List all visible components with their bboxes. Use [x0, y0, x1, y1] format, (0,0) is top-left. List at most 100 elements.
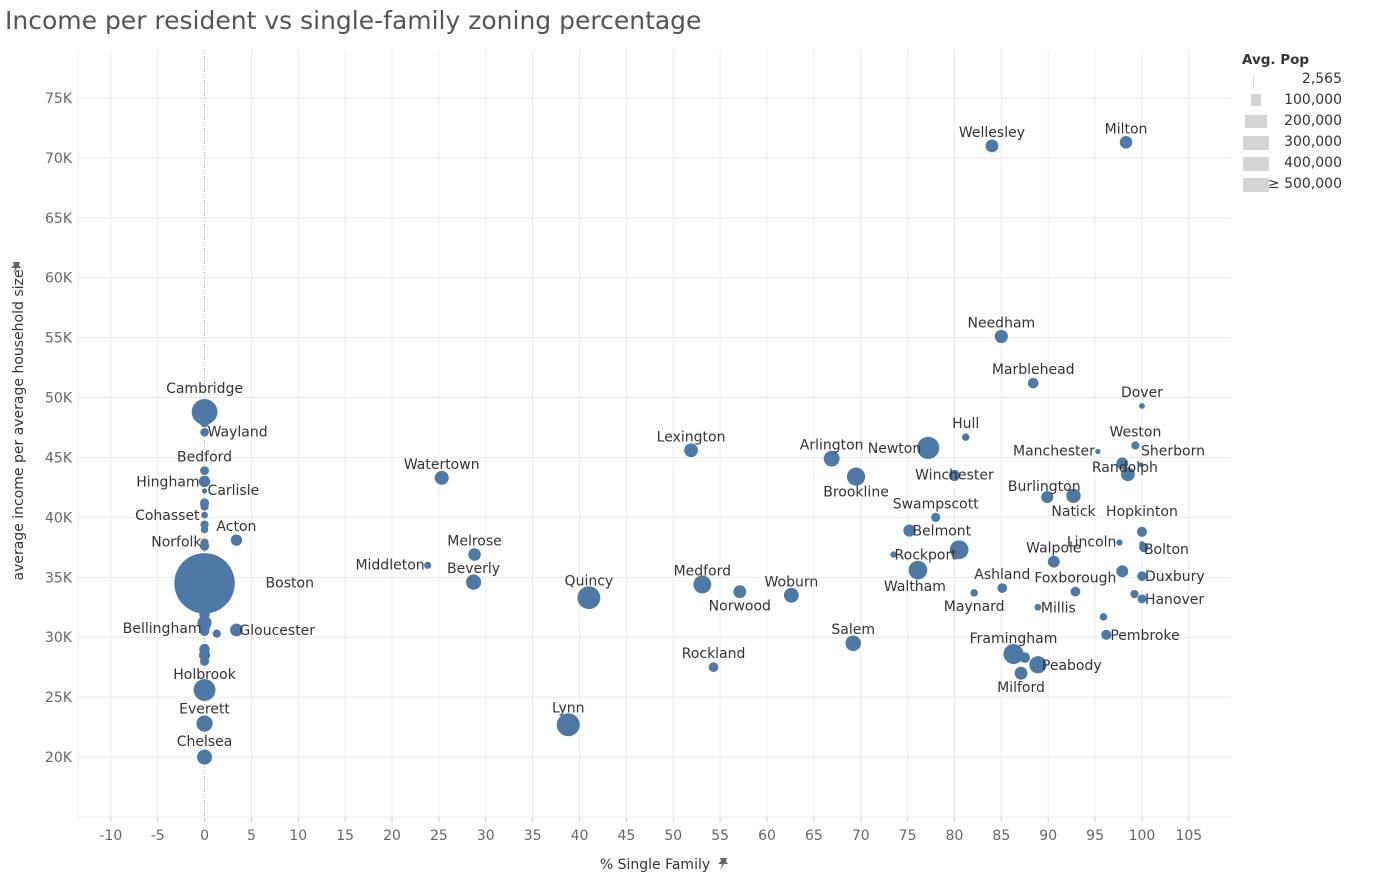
data-point[interactable] [434, 470, 449, 485]
data-point[interactable] [230, 623, 243, 637]
data-point[interactable] [1139, 403, 1145, 409]
legend-item[interactable]: 100,000 [1242, 91, 1372, 112]
legend-item[interactable]: ≥ 500,000 [1242, 175, 1372, 196]
data-point[interactable] [1116, 539, 1123, 546]
data-point[interactable] [201, 511, 208, 519]
data-point[interactable] [997, 583, 1008, 593]
data-point[interactable] [1137, 571, 1147, 581]
data-point[interactable] [1116, 457, 1129, 470]
data-point[interactable] [985, 139, 999, 153]
data-point[interactable] [1003, 643, 1024, 665]
x-tick-label: 65 [805, 828, 823, 844]
data-point[interactable] [903, 524, 916, 537]
y-axis-pin-icon[interactable] [11, 262, 21, 274]
point-label: Duxbury [1145, 569, 1205, 585]
point-label: Hull [952, 416, 979, 432]
data-point[interactable] [961, 433, 970, 441]
data-point[interactable] [1066, 488, 1081, 503]
data-point[interactable] [1014, 666, 1028, 680]
data-point[interactable] [1101, 629, 1112, 640]
data-point[interactable] [200, 538, 209, 547]
data-point[interactable] [1099, 613, 1108, 621]
data-point[interactable] [577, 586, 601, 610]
legend-item[interactable]: 400,000 [1242, 154, 1372, 175]
data-point[interactable] [1131, 441, 1140, 450]
data-point[interactable] [693, 575, 712, 594]
point-label: Cambridge [166, 381, 243, 397]
data-point[interactable] [846, 467, 866, 486]
data-point[interactable] [200, 428, 209, 437]
data-point[interactable] [230, 534, 243, 546]
x-axis-pin-icon[interactable] [718, 858, 728, 870]
data-point[interactable] [424, 561, 432, 569]
data-point[interactable] [1095, 448, 1101, 455]
data-point[interactable] [733, 585, 747, 599]
data-point[interactable] [200, 502, 209, 511]
data-point[interactable] [201, 488, 208, 494]
data-point[interactable] [1116, 565, 1129, 578]
data-point[interactable] [1034, 603, 1042, 611]
data-point[interactable] [845, 635, 862, 652]
legend-item[interactable]: 200,000 [1242, 112, 1372, 133]
data-point[interactable] [931, 512, 941, 522]
data-point[interactable] [174, 553, 235, 614]
data-point[interactable] [708, 662, 719, 673]
data-point[interactable] [949, 540, 969, 560]
data-point[interactable] [1019, 652, 1031, 663]
point-label: Bolton [1144, 542, 1189, 558]
data-point[interactable] [917, 436, 940, 460]
data-point[interactable] [783, 587, 799, 603]
data-point[interactable] [199, 626, 210, 636]
data-point[interactable] [948, 469, 961, 482]
legend-item[interactable]: 300,000 [1242, 133, 1372, 154]
point-label: Newton [868, 441, 921, 457]
data-point[interactable] [1041, 490, 1054, 504]
point-label: Framingham [970, 631, 1058, 647]
legend-label: 100,000 [1284, 92, 1342, 108]
data-point[interactable] [1027, 377, 1039, 389]
data-point[interactable] [196, 715, 213, 732]
point-label: Winchester [915, 467, 994, 483]
y-axis-title: average income per average household siz… [11, 270, 27, 581]
data-point[interactable] [199, 656, 210, 666]
data-point[interactable] [1138, 462, 1144, 468]
data-point[interactable] [890, 551, 897, 558]
data-point[interactable] [684, 443, 698, 458]
x-axis-title: % Single Family [600, 857, 710, 873]
data-point[interactable] [556, 713, 580, 737]
point-label: Hingham [136, 474, 199, 490]
data-point[interactable] [1136, 526, 1147, 537]
x-tick-label: 5 [247, 828, 256, 844]
data-point[interactable] [198, 475, 211, 488]
data-point[interactable] [1130, 589, 1139, 599]
data-point[interactable] [200, 466, 209, 476]
point-label: Rockland [682, 646, 746, 662]
data-point[interactable] [908, 560, 928, 580]
data-point[interactable] [200, 525, 209, 534]
data-point[interactable] [191, 399, 218, 425]
data-point[interactable] [1047, 555, 1060, 568]
data-point[interactable] [970, 589, 978, 597]
data-point[interactable] [1120, 467, 1135, 482]
x-tick-label: -5 [151, 828, 165, 844]
y-tick-label: 20K [45, 750, 73, 766]
data-point[interactable] [197, 749, 213, 765]
data-point[interactable] [1137, 594, 1147, 604]
data-point[interactable] [193, 679, 216, 701]
data-point[interactable] [823, 450, 840, 467]
data-point[interactable] [1119, 136, 1133, 149]
data-point[interactable] [199, 418, 210, 428]
data-point[interactable] [465, 574, 482, 590]
data-point[interactable] [199, 643, 210, 655]
point-label: Weston [1109, 424, 1161, 440]
legend-item[interactable]: 2,565 [1242, 70, 1372, 91]
point-label: Brookline [823, 485, 889, 501]
data-point[interactable] [199, 609, 210, 620]
data-point[interactable] [468, 548, 481, 561]
data-point[interactable] [212, 629, 221, 638]
point-label: Waltham [884, 579, 946, 595]
data-point[interactable] [1070, 586, 1081, 597]
data-point[interactable] [1139, 541, 1145, 547]
data-point[interactable] [1029, 656, 1047, 674]
data-point[interactable] [994, 329, 1008, 344]
